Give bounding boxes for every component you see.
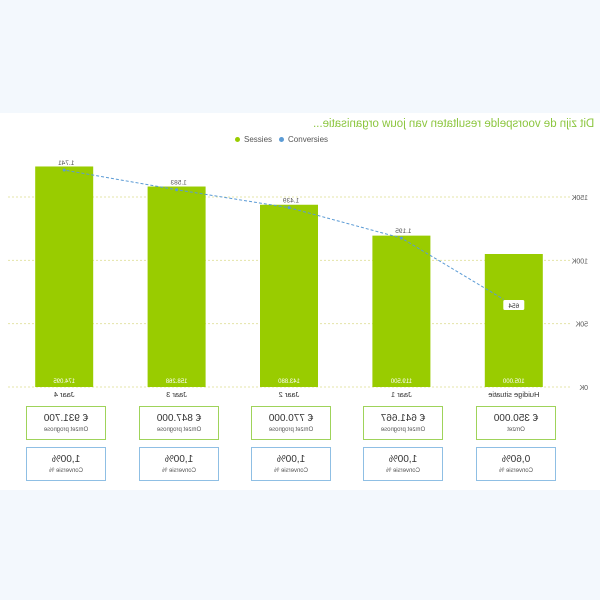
y-tick-label: 50K [575,322,588,329]
conversie-card: 1,00% Conversie % [363,447,444,481]
omzet-label: Omzet prognose [268,427,314,433]
omzet-label: Omzet prognose [44,427,89,433]
legend-swatch-conversies [279,137,285,142]
bar-value-label: 143.880 [278,379,300,385]
y-tick-label: 100K [571,258,588,265]
conversion-point [175,188,179,192]
conversie-card: 1,00% Conversie % [251,447,331,481]
bar [35,166,94,387]
bar-value-label: 174.095 [53,379,75,385]
conversion-value-label: 1.195 [395,228,412,235]
omzet-card: € 770.000 Omzet prognose [251,406,331,440]
conversion-point [287,206,291,210]
bar-value-label: 158.268 [165,379,187,385]
omzet-card: € 847.000 Omzet prognose [138,406,219,440]
bar-value-label: 105.000 [502,379,524,385]
conversion-value-label: 654 [508,303,519,310]
bar-value-label: 119.500 [390,379,412,385]
omzet-card: € 931.700 Omzet prognose [26,406,107,440]
omzet-label: Omzet prognose [381,427,426,433]
legend-label-sessies[interactable]: Sessies [244,135,273,144]
conversion-value-label: 1.583 [170,180,187,187]
x-tick-label: Huidige situatie [488,390,539,399]
omzet-card: € 350.000 Omzet [475,406,556,440]
conversion-value-label: 1.741 [58,160,75,167]
omzet-value: € 931.700 [43,413,89,424]
conversie-value: 0,60% [501,454,530,465]
conversie-label: Conversie % [49,468,84,474]
bar [372,235,431,387]
conversie-card: 1,00% Conversie % [26,447,107,481]
conversie-card: 1,00% Conversie % [138,447,219,481]
conversion-point [62,168,66,172]
omzet-value: € 350.000 [493,413,539,424]
x-tick-label: Jaar 1 [391,390,412,399]
conversie-value: 1,00% [389,454,418,465]
bar [260,204,318,387]
chart-plot: 0K 50K 100K 150K 105.000 Huidige situatie 119.… [8,160,588,399]
bar [147,186,206,387]
y-tick-label: 150K [571,195,588,202]
conversie-value: 1,00% [164,454,193,465]
conversie-card: 0,60% Conversie % [475,447,556,481]
x-tick-label: Jaar 2 [279,390,300,399]
omzet-value: € 641.667 [381,413,426,424]
conversion-point [399,236,403,240]
conversie-label: Conversie % [161,468,196,474]
omzet-card: € 641.667 Omzet prognose [363,406,444,440]
conversion-value-label: 1.439 [282,198,299,205]
chart-legend: Sessies Conversies [235,135,328,144]
bar [484,254,543,387]
conversie-label: Conversie % [386,468,421,474]
omzet-value: € 770.000 [268,413,314,424]
conversie-value: 1,00% [276,454,306,465]
conversie-value: 1,00% [52,454,81,465]
x-tick-label: Jaar 4 [54,390,75,399]
legend-swatch-sessies [235,137,240,142]
conversion-label-box [502,299,526,312]
omzet-label: Omzet prognose [156,427,201,433]
x-tick-label: Jaar 3 [166,390,187,399]
omzet-value: € 847.000 [156,413,201,424]
omzet-label: Omzet [506,427,525,433]
conversie-label: Conversie % [274,468,309,474]
legend-label-conversies[interactable]: Conversies [288,135,329,144]
conversie-label: Conversie % [498,468,533,474]
y-tick-label: 0K [579,385,588,392]
